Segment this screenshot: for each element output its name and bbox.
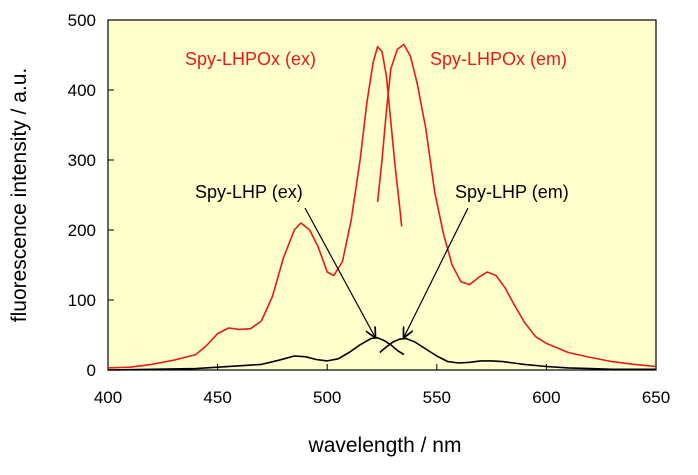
plot-area (107, 19, 657, 371)
annotation-spy-lhp-ex: Spy-LHP (ex) (195, 182, 303, 202)
y-axis: 0 100 200 300 400 500 (68, 11, 114, 380)
x-tick-label: 550 (423, 388, 451, 407)
x-tick-label: 450 (203, 388, 231, 407)
x-axis: 400 450 500 550 600 650 (94, 364, 670, 407)
x-tick-label: 650 (642, 388, 670, 407)
annotation-spy-lhpox-ex: Spy-LHPOx (ex) (185, 49, 316, 69)
y-tick-label: 400 (68, 81, 96, 100)
series-line-spy-lhp-ex (107, 337, 405, 371)
series-line-spy-lhpox-em (376, 43, 657, 368)
series-line-spy-lhpox-ex (107, 45, 403, 369)
y-tick-label: 500 (68, 11, 96, 30)
x-tick-label: 500 (313, 388, 341, 407)
y-axis-title: fluorescence intensity / a.u. (8, 68, 31, 322)
x-tick-label: 600 (532, 388, 560, 407)
y-tick-label: 100 (68, 291, 96, 310)
arrow-spy-lhp-ex (304, 207, 375, 337)
y-tick-label: 300 (68, 151, 96, 170)
arrow-spy-lhp-em (404, 207, 469, 337)
annotation-spy-lhpox-em: Spy-LHPOx (em) (430, 49, 567, 69)
x-tick-label: 400 (94, 388, 122, 407)
y-tick-label: 200 (68, 221, 96, 240)
annotation-spy-lhp-em: Spy-LHP (em) (455, 182, 569, 202)
y-tick-label: 0 (87, 361, 96, 380)
x-axis-title: wavelength / nm (308, 434, 462, 457)
